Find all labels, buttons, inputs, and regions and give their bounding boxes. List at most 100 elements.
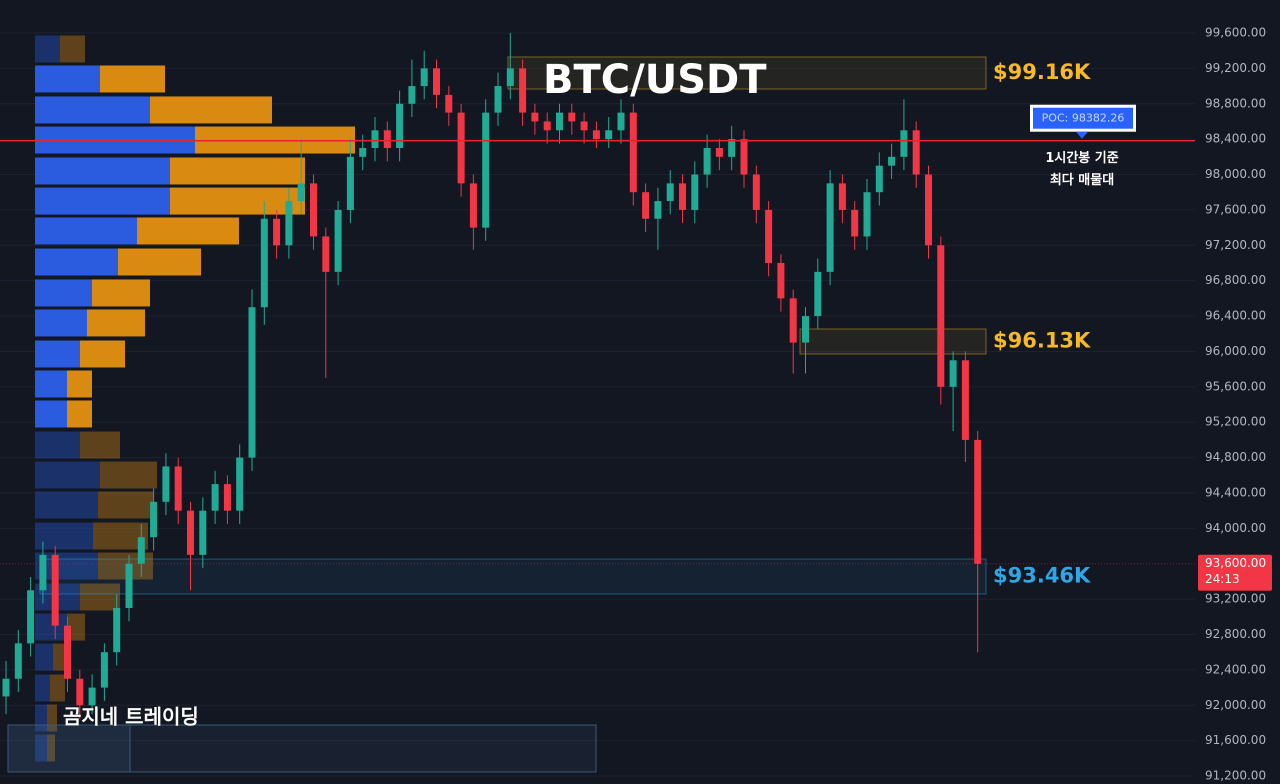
candle-body xyxy=(568,112,576,122)
y-tick-label: 97,600.00 xyxy=(1205,202,1266,216)
candle-body xyxy=(285,201,293,246)
y-tick-label: 94,800.00 xyxy=(1205,450,1266,464)
profile-sell xyxy=(100,461,157,489)
candle-body xyxy=(617,112,625,131)
candle-body xyxy=(39,554,47,591)
candle-body xyxy=(371,130,379,148)
candle-body xyxy=(875,165,883,193)
profile-sell xyxy=(87,309,145,337)
candle-body xyxy=(863,192,871,237)
candle-body xyxy=(826,183,834,272)
candle-body xyxy=(605,130,613,140)
profile-sell xyxy=(47,704,57,732)
candle-body xyxy=(76,678,84,706)
candle-body xyxy=(125,563,133,608)
profile-buy xyxy=(35,157,170,185)
profile-buy xyxy=(35,370,67,398)
candle-body xyxy=(2,678,10,697)
profile-buy xyxy=(35,309,87,337)
candle-body xyxy=(543,121,551,131)
profile-sell xyxy=(137,217,239,245)
candle-body xyxy=(580,121,588,131)
y-tick-label: 94,000.00 xyxy=(1205,521,1266,535)
candle-body xyxy=(211,484,219,511)
profile-sell xyxy=(47,734,55,762)
price-axis: 91,200.00 91,600.00 92,000.00 92,400.00 92,8… xyxy=(1198,25,1272,783)
candle-body xyxy=(150,501,158,538)
poc-note: 최다 매물대 xyxy=(1050,172,1114,188)
zone-label: $96.13K xyxy=(993,328,1091,352)
countdown: 24:13 xyxy=(1205,572,1240,586)
poc-label: POC: 98382.26 xyxy=(1042,112,1125,125)
range-box xyxy=(7,724,597,773)
candle-body xyxy=(900,130,908,157)
y-tick-label: 91,600.00 xyxy=(1205,733,1266,747)
candle-body xyxy=(236,457,244,511)
candle-body xyxy=(408,86,416,104)
profile-buy xyxy=(35,643,53,671)
y-tick-label: 95,200.00 xyxy=(1205,415,1266,429)
profile-buy xyxy=(35,734,47,762)
candle-body xyxy=(248,307,256,458)
y-tick-label: 97,200.00 xyxy=(1205,238,1266,252)
y-tick-label: 91,200.00 xyxy=(1205,769,1266,783)
y-tick-label: 98,800.00 xyxy=(1205,96,1266,110)
candle-body xyxy=(765,209,773,263)
profile-sell xyxy=(60,35,85,63)
candle-body xyxy=(273,218,281,246)
grid xyxy=(0,32,1195,777)
y-tick-label: 92,800.00 xyxy=(1205,627,1266,641)
profile-buy xyxy=(35,340,80,368)
last-price-box xyxy=(1198,554,1272,591)
candle-body xyxy=(728,139,736,157)
profile-sell xyxy=(67,613,85,641)
candle-body xyxy=(334,209,342,272)
candle-body xyxy=(174,466,182,511)
y-tick-label: 93,200.00 xyxy=(1205,592,1266,606)
candle-body xyxy=(556,112,563,131)
candle-body xyxy=(51,554,59,626)
y-tick-label: 96,400.00 xyxy=(1205,309,1266,323)
profile-buy xyxy=(35,279,92,307)
candle-body xyxy=(346,156,354,210)
candle-body xyxy=(642,192,650,219)
profile-buy xyxy=(35,248,118,276)
candle-body xyxy=(310,183,317,237)
candle-body xyxy=(802,316,809,343)
profile-buy xyxy=(35,35,60,63)
profile-buy xyxy=(35,522,93,550)
zone xyxy=(39,558,987,595)
profile-sell xyxy=(170,187,305,215)
candle-body xyxy=(937,245,945,387)
profile-sell xyxy=(100,65,165,93)
profile-buy xyxy=(35,613,67,641)
candle-body xyxy=(322,236,330,272)
candle-body xyxy=(223,484,231,511)
candle-body xyxy=(14,643,22,679)
candle-body xyxy=(679,183,686,210)
profile-buy xyxy=(35,65,100,93)
candle-body xyxy=(519,68,527,113)
watermark: 곰지네 트레이딩 xyxy=(63,705,199,729)
candle-body xyxy=(691,174,699,210)
profile-sell xyxy=(150,96,272,124)
profile-sell xyxy=(98,491,153,519)
poc-note: 1시간봉 기준 xyxy=(1045,150,1118,166)
candle-body xyxy=(482,112,490,228)
candle-body xyxy=(383,130,391,148)
candle-body xyxy=(506,68,514,87)
profile-buy xyxy=(35,96,150,124)
candle-body xyxy=(925,174,932,246)
candle-body xyxy=(187,510,194,555)
candle-body xyxy=(494,86,502,113)
volume-profile xyxy=(35,35,355,762)
candle-body xyxy=(740,139,748,175)
candle-body xyxy=(199,510,207,555)
candle-body xyxy=(654,201,662,219)
y-tick-label: 96,000.00 xyxy=(1205,344,1266,358)
profile-sell xyxy=(80,431,120,459)
y-tick-label: 98,000.00 xyxy=(1205,167,1266,181)
